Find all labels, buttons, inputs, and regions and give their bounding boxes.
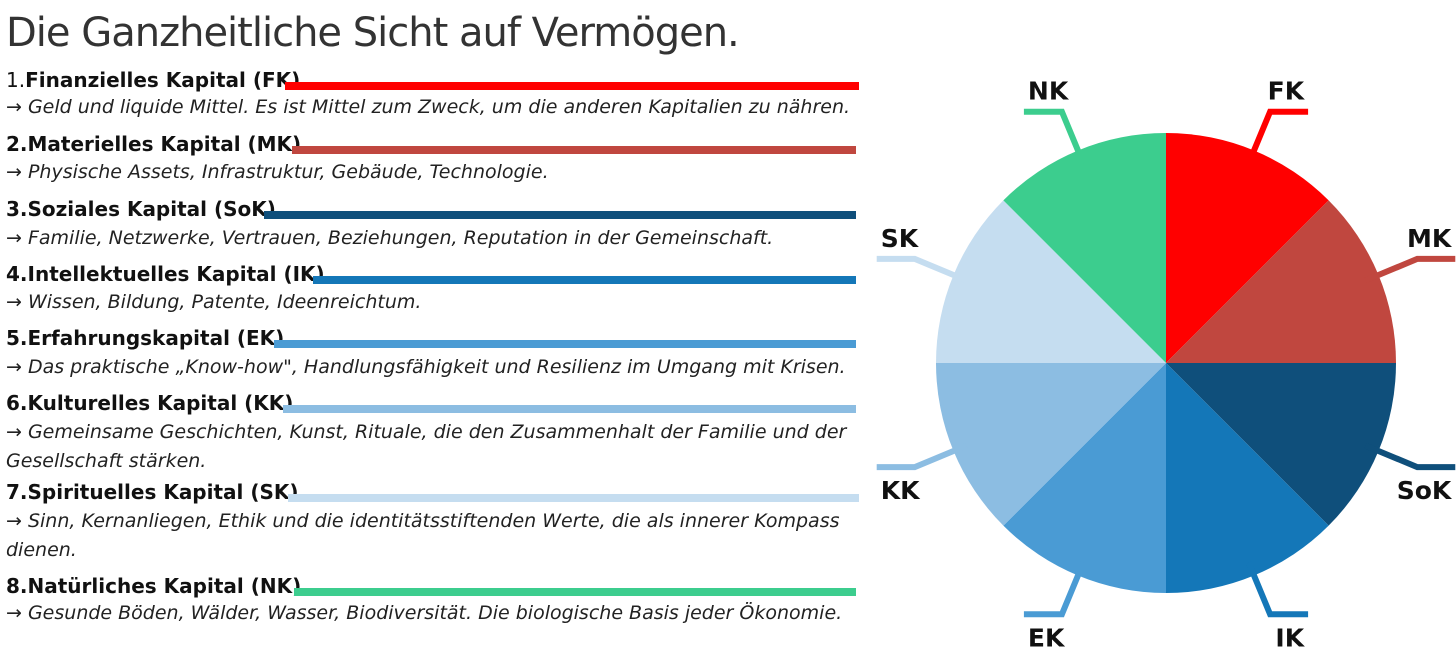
page-title: Die Ganzheitliche Sicht auf Vermögen. [6, 10, 740, 56]
item-color-bar [288, 494, 859, 502]
item-name: Soziales Kapital (SoK) [27, 197, 276, 221]
item-heading: 4. Intellektuelles Kapital (IK) [6, 261, 325, 287]
pie-svg: FK MK SoK IK EK KK SK NK [876, 77, 1456, 651]
item-description: → Gesunde Böden, Wälder, Wasser, Biodive… [6, 602, 843, 624]
item-description: → Wissen, Bildung, Patente, Ideenreichtu… [6, 291, 422, 313]
pie-slice-ik [1166, 363, 1329, 593]
pie-label-ik: IK [1275, 623, 1305, 651]
item-number: 6. [6, 391, 28, 415]
leader-line-ek [1023, 561, 1087, 618]
item-heading: 8. Natürliches Kapital (NK) [6, 573, 301, 599]
capital-pie-chart: FK MK SoK IK EK KK SK NK [870, 60, 1456, 651]
item-heading: 1. Finanzielles Kapital (FK) [6, 67, 300, 93]
leader-line-sok [1364, 442, 1456, 471]
leader-line-kk [876, 442, 968, 471]
pie-label-sk: SK [881, 224, 920, 253]
item-name: Spirituelles Kapital (SK) [27, 480, 299, 504]
pie-slice-sok [1166, 363, 1396, 526]
item-number: 2. [6, 132, 28, 156]
item-number: 1. [6, 68, 26, 92]
pie-label-nk: NK [1028, 77, 1070, 106]
item-color-bar [285, 82, 859, 90]
item-description: → Familie, Netzwerke, Vertrauen, Beziehu… [6, 227, 774, 249]
leader-line-sk [876, 255, 968, 284]
item-color-bar [264, 211, 856, 219]
capital-list: 1. Finanzielles Kapital (FK) → Geld und li… [6, 67, 859, 624]
item-number: 8. [6, 574, 28, 598]
item-heading: 3. Soziales Kapital (SoK) [6, 196, 276, 222]
pie-slice-fk [1166, 133, 1329, 363]
pie-slice-mk [1166, 200, 1396, 363]
leader-line-nk [1023, 108, 1087, 165]
item-name: Natürliches Kapital (NK) [27, 574, 302, 598]
item-heading: 2. Materielles Kapital (MK) [6, 131, 301, 157]
item-name: Materielles Kapital (MK) [27, 132, 302, 156]
pie-slice-nk [1003, 133, 1166, 363]
item-number: 5. [6, 326, 28, 350]
item-number: 4. [6, 262, 28, 286]
leader-line-ik [1245, 561, 1309, 618]
item-name: Intellektuelles Kapital (IK) [27, 262, 325, 286]
item-name: Erfahrungskapital (EK) [27, 326, 285, 350]
item-description: → Gemeinsame Geschichten, Kunst, Rituale… [6, 421, 847, 472]
pie-slice-kk [936, 363, 1166, 526]
item-heading: 7. Spirituelles Kapital (SK) [6, 479, 299, 505]
item-color-bar [313, 276, 856, 284]
pie-label-ek: EK [1028, 623, 1066, 651]
leader-line-fk [1245, 108, 1309, 165]
pie-slice-sk [936, 200, 1166, 363]
item-name: Finanzielles Kapital (FK) [25, 68, 301, 92]
item-description: → Physische Assets, Infrastruktur, Gebäu… [6, 161, 549, 183]
item-color-bar [292, 146, 856, 154]
leader-line-mk [1364, 255, 1456, 284]
item-heading: 6. Kulturelles Kapital (KK) [6, 390, 293, 416]
item-description: → Sinn, Kernanliegen, Ethik und die iden… [6, 510, 840, 561]
pie-label-kk: KK [881, 476, 921, 505]
item-heading: 5. Erfahrungskapital (EK) [6, 325, 284, 351]
item-color-bar [294, 588, 856, 596]
item-color-bar [283, 405, 856, 413]
pie-label-fk: FK [1268, 77, 1306, 106]
pie-slice-ek [1003, 363, 1166, 593]
item-description: → Geld und liquide Mittel. Es ist Mittel… [6, 96, 851, 118]
pie-label-mk: MK [1407, 224, 1453, 253]
item-color-bar [274, 340, 856, 348]
item-number: 3. [6, 197, 28, 221]
item-name: Kulturelles Kapital (KK) [27, 391, 294, 415]
pie-label-sok: SoK [1397, 476, 1453, 505]
item-description: → Das praktische „Know-how", Handlungsfä… [6, 356, 846, 378]
item-number: 7. [6, 480, 28, 504]
